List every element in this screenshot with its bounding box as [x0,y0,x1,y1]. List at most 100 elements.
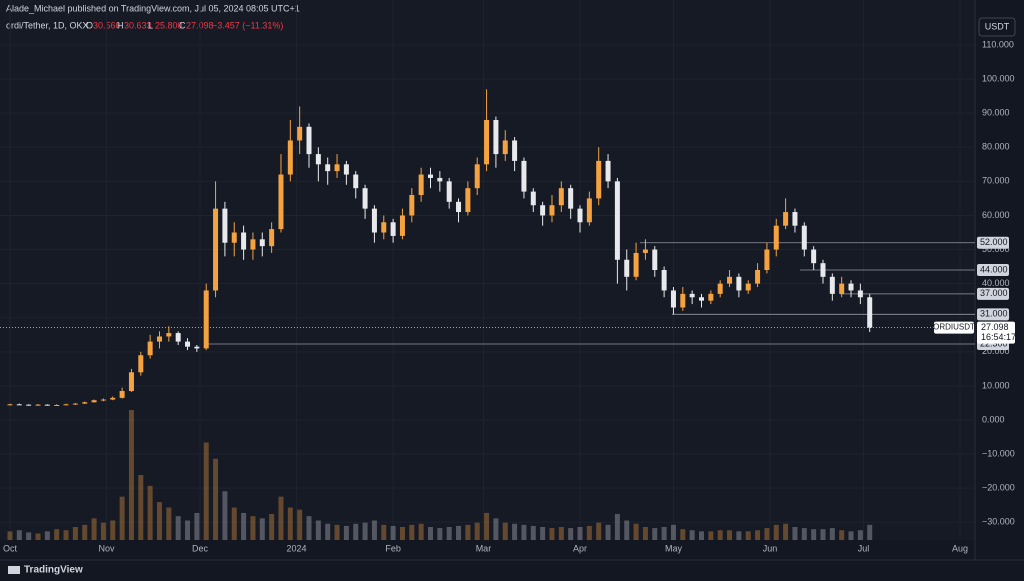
volume-bar [306,516,312,540]
candle-body [521,160,527,192]
volume-bar [530,525,536,540]
volume-bar [100,522,106,540]
candle-body [829,276,835,294]
volume-bar [213,458,219,540]
volume-bar [745,531,751,540]
candle-body [474,164,480,189]
volume-bar [54,529,60,540]
candle-body [194,346,200,349]
ohlc-label: O [86,20,93,30]
volume-bar [633,523,639,540]
candle-body [427,174,433,178]
currency-box[interactable] [978,17,1016,37]
volume-bar [63,530,69,540]
volume-bar [16,530,22,540]
volume-bar [848,531,854,540]
candle-body [390,222,396,236]
candle-body [147,341,153,356]
candle-body [568,188,574,209]
candle-body [783,212,789,226]
candle-body [586,198,592,223]
candle-body [652,249,658,270]
candle-body [343,164,349,175]
volume-bar [427,527,433,540]
candle-body [839,283,845,294]
volume-bar [839,530,845,540]
volume-bar [661,527,667,540]
candle-body [811,249,817,264]
y-tick-label: 40.000 [982,278,1010,288]
last-symbol: ORDIUSDT [933,323,975,332]
volume-bar [755,530,761,540]
candle-body [446,181,452,202]
candle-body [54,405,60,406]
candle-body [670,290,676,308]
x-tick-label: May [665,543,683,553]
candle-body [642,249,648,253]
volume-bar [736,531,742,540]
y-tick-label: 70.000 [982,176,1010,186]
candle-body [717,283,723,294]
currency[interactable]: USDT [985,21,1010,31]
candle-body [614,181,620,260]
volume-bar [829,528,835,540]
candle-body [362,188,368,209]
candle-body [456,201,462,213]
candle-body [371,208,377,233]
volume-bar [642,527,648,540]
volume-bar [614,514,620,540]
candle-body [35,404,41,406]
y-tick-label: 10.000 [982,380,1010,390]
volume-bar [297,509,303,540]
volume-bar [203,442,209,540]
candle-body [502,140,508,155]
volume-bar [175,516,181,540]
symbol-box [934,321,974,334]
x-tick-label: Nov [99,543,116,553]
volume-bar [857,530,863,540]
y-tick-label: 0.000 [982,414,1005,424]
volume-bar [269,514,275,540]
level-label: 52.000 [980,237,1008,247]
brand: TradingView [24,565,83,576]
y-tick-label: 20.000 [982,346,1010,356]
y-tick-label: −20.000 [982,483,1015,493]
candle-body [661,270,667,291]
volume-bar [493,518,499,540]
volume-bar [708,531,714,540]
candle-body [91,400,97,403]
candle-body [736,276,742,291]
candle-body [166,333,172,337]
candle-body [7,404,13,406]
candle-body [175,333,181,342]
candle-body [596,160,602,199]
volume-bar [409,524,415,540]
ohlc-label: L [148,20,153,30]
candle-body [764,249,770,270]
candle-body [699,297,705,301]
volume-bar [194,512,200,540]
y-tick-label: 50.000 [982,244,1010,254]
candle-body [633,252,639,277]
last-price-label: 27.098 [981,322,1009,332]
countdown: 16:54:17 [981,332,1016,342]
candle-body [82,402,88,404]
volume-bar [334,524,340,540]
volume-bar [605,524,611,540]
volume-bar [568,528,574,540]
volume-bar [652,528,658,540]
volume-bar [381,524,387,540]
candle-body [241,232,247,250]
volume-bar [586,525,592,540]
volume-bar [792,527,798,540]
y-tick-label: 90.000 [982,108,1010,118]
candle-body [484,120,490,165]
volume-bar [512,523,518,540]
candle-body [16,404,22,406]
volume-bar [521,524,527,540]
y-tick-label: 110.000 [982,39,1014,49]
ohlc-label: H [117,20,124,30]
volume-bar [811,529,817,540]
candle-body [353,174,359,189]
